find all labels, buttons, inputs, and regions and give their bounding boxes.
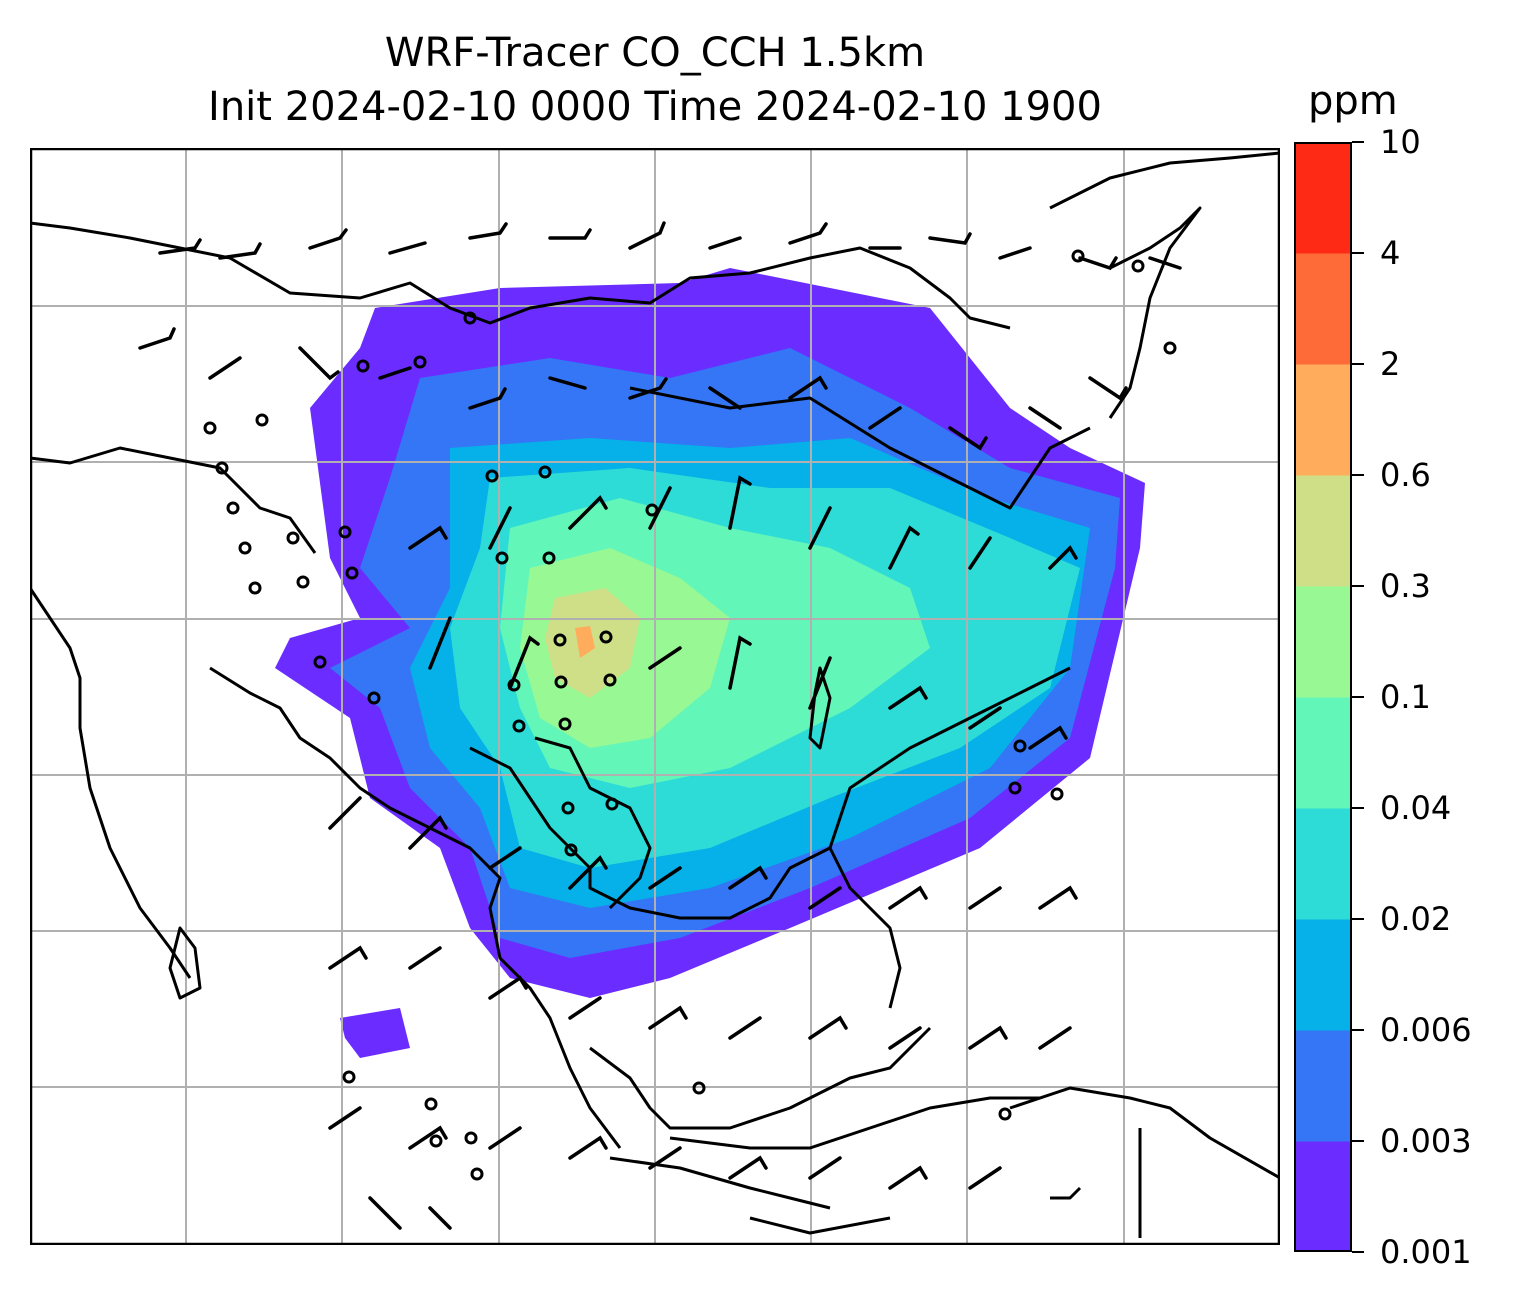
colorbar-tick-label: 10 — [1380, 123, 1421, 161]
colorbar-tick-mark — [1352, 474, 1364, 476]
colorbar-swatch — [1294, 919, 1352, 1031]
map-title-line2: Init 2024-02-10 0000 Time 2024-02-10 190… — [208, 84, 1102, 130]
colorbar-tick-label: 0.04 — [1380, 789, 1452, 827]
colorbar — [1294, 142, 1352, 1252]
colorbar-swatch — [1294, 697, 1352, 809]
wind-barbs — [138, 221, 1182, 1230]
colorbar-tick-mark — [1352, 918, 1364, 920]
colorbar-tick-mark — [1352, 696, 1364, 698]
colorbar-tick-label: 0.3 — [1380, 567, 1431, 605]
map-title-line1: WRF-Tracer CO_CCH 1.5km — [384, 30, 926, 76]
colorbar-swatch — [1294, 475, 1352, 587]
concentration-field — [275, 268, 1145, 1058]
colorbar-unit: ppm — [1308, 78, 1398, 124]
colorbar-swatch — [1294, 586, 1352, 698]
colorbar-tick-label: 4 — [1380, 234, 1401, 272]
colorbar-tick-label: 0.003 — [1380, 1122, 1472, 1160]
colorbar-tick-label: 0.02 — [1380, 900, 1452, 938]
colorbar-frame — [1294, 142, 1352, 1252]
colorbar-tick-label: 0.001 — [1380, 1233, 1472, 1271]
colorbar-tick-mark — [1352, 807, 1364, 809]
colorbar-tick-mark — [1352, 363, 1364, 365]
colorbar-tick-label: 0.1 — [1380, 678, 1431, 716]
colorbar-tick-label: 2 — [1380, 345, 1401, 383]
colorbar-tick-mark — [1352, 141, 1364, 143]
colorbar-tick-mark — [1352, 252, 1364, 254]
colorbar-tick-label: 0.6 — [1380, 456, 1431, 494]
contour-level-1-patch — [340, 1008, 410, 1058]
colorbar-tick-mark — [1352, 585, 1364, 587]
colorbar-tick-mark — [1352, 1029, 1364, 1031]
contour-level-8 — [575, 626, 595, 658]
map-panel[interactable] — [30, 148, 1280, 1245]
colorbar-swatch — [1294, 1141, 1352, 1252]
colorbar-swatch — [1294, 1030, 1352, 1142]
map-gridlines — [30, 148, 1280, 1245]
map-frame — [30, 148, 1280, 1245]
colorbar-swatch — [1294, 364, 1352, 476]
colorbar-tick-mark — [1352, 1251, 1364, 1253]
colorbar-swatch — [1294, 142, 1352, 254]
colorbar-swatch — [1294, 808, 1352, 920]
colorbar-swatch — [1294, 253, 1352, 365]
calm-wind-markers — [203, 249, 1177, 1181]
colorbar-tick-mark — [1352, 1140, 1364, 1142]
colorbar-tick-label: 0.006 — [1380, 1011, 1472, 1049]
